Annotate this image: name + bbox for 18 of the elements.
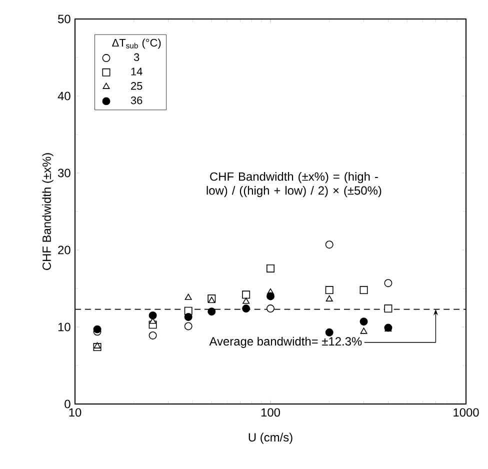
y-axis-title: CHF Bandwidth (±x%)	[42, 153, 54, 270]
legend-label: 25	[131, 82, 142, 90]
legend-label: 36	[130, 96, 142, 104]
y-tick-label: 40	[58, 92, 70, 100]
y-tick-label: 0	[64, 400, 70, 408]
y-tick-label: 20	[58, 246, 70, 254]
x-tick-label: 100	[261, 408, 280, 417]
x-tick-label: 1000	[454, 408, 479, 417]
legend-title: ΔT$_{sub}$ (°C)	[112, 38, 161, 49]
legend-label: 14	[131, 68, 142, 76]
x-tick-label: 10	[69, 408, 82, 417]
y-tick-label: 50	[58, 14, 70, 24]
annotation: CHF Bandwidth (±x%) = (high - low) / ((high + low) / 2) × (±50%)	[206, 172, 382, 198]
ref-line-label: Average bandwidth= ±12.3%	[209, 336, 362, 348]
legend-label: 3	[134, 53, 140, 62]
y-tick-label: 10	[58, 322, 70, 332]
x-axis-title: U (cm/s)	[248, 432, 292, 444]
y-tick-label: 30	[58, 168, 70, 178]
